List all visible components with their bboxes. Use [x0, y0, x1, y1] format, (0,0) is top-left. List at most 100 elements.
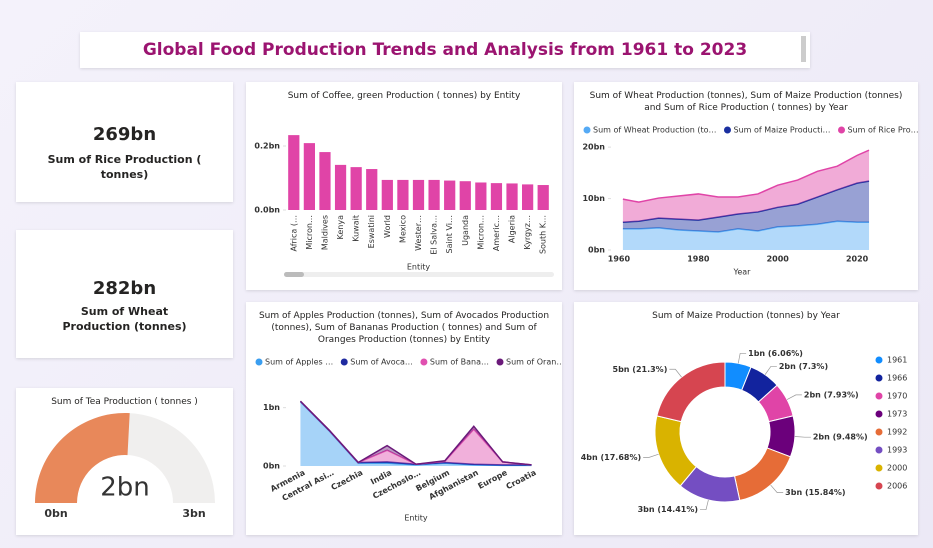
- y-tick-label: 10bn: [582, 194, 605, 203]
- chart-title: Sum of Coffee, green Production ( tonnes…: [287, 91, 521, 101]
- area-line: [299, 400, 532, 466]
- kpi-value: 282bn: [92, 278, 157, 299]
- chart-title: Sum of Apples Production (tonnes), Sum o…: [258, 311, 550, 345]
- bar: [506, 183, 518, 210]
- legend-marker: [875, 374, 883, 382]
- x-axis-title: Year: [733, 268, 752, 277]
- legend-label: Sum of Apples …: [265, 358, 333, 367]
- title-box: Global Food Production Trends and Analys…: [80, 32, 810, 68]
- legend-marker: [875, 482, 883, 490]
- data-label: 3bn (14.41%): [638, 505, 698, 514]
- legend-label: Sum of Maize Producti…: [733, 126, 830, 135]
- x-tick-label: Saint Vi…: [445, 215, 454, 253]
- legend-marker: [875, 392, 883, 400]
- chart-panel: Sum of Apples Production (tonnes), Sum o…: [246, 302, 562, 535]
- bar: [288, 135, 300, 210]
- x-tick-label: Kyrgyz…: [523, 215, 532, 250]
- legend-marker: [420, 358, 428, 366]
- scroll-thumb: [284, 272, 304, 277]
- kpi-label: Sum of Rice Production ( tonnes): [47, 153, 202, 181]
- x-tick-label: Kuwait: [352, 215, 361, 242]
- legend-label: 1970: [887, 392, 907, 401]
- leader-line: [669, 368, 682, 378]
- bar: [303, 143, 315, 210]
- chart-title: Sum of Maize Production (tonnes) by Year: [652, 311, 840, 321]
- gauge-range-label: 0bn: [44, 507, 67, 520]
- kpi-card: 282bn Sum of Wheat Production (tonnes): [16, 230, 233, 358]
- legend-marker: [723, 126, 731, 134]
- legend-label: Sum of Oran…: [506, 358, 562, 367]
- data-label: 2bn (7.93%): [804, 390, 859, 399]
- legend-marker: [875, 356, 883, 364]
- scroll-thumb: [801, 36, 806, 62]
- data-label: 4bn (17.68%): [581, 453, 641, 462]
- x-tick-label: Uganda: [461, 215, 470, 246]
- area-band: [300, 401, 532, 466]
- bar: [319, 152, 331, 210]
- bar: [366, 169, 378, 210]
- bar: [475, 182, 487, 210]
- legend-label: 1992: [887, 428, 907, 437]
- area-line: [622, 149, 870, 203]
- data-label: 1bn (6.06%): [748, 349, 803, 358]
- x-tick-label: 1960: [608, 255, 631, 264]
- legend-marker: [496, 358, 504, 366]
- legend-label: Sum of Bana…: [430, 358, 489, 367]
- y-tick-label: 0bn: [588, 246, 605, 255]
- chart: 2bn 0bn 3bn: [35, 413, 215, 520]
- chart-title: Sum of Tea Production ( tonnes ): [51, 397, 198, 407]
- leader-line: [764, 366, 777, 375]
- bar: [334, 164, 347, 210]
- legend-label: 2000: [887, 464, 907, 473]
- x-tick-label: Maldives: [320, 215, 329, 250]
- dashboard-title: Global Food Production Trends and Analys…: [142, 40, 748, 60]
- x-tick-label: Kenya: [336, 215, 345, 240]
- chart: 1bn (6.06%) 1961 2bn (7.3%) 1966 2bn (7.93%)…: [581, 349, 908, 514]
- bar: [537, 185, 549, 210]
- data-label: 2bn (7.3%): [779, 362, 828, 371]
- x-tick-label: Americ…: [492, 215, 501, 251]
- gauge-value: [35, 413, 130, 503]
- x-tick-label: Wester…: [414, 215, 423, 251]
- legend-label: Sum of Avoca…: [350, 358, 413, 367]
- y-tick-label: 1bn: [263, 403, 280, 412]
- bar: [459, 181, 471, 210]
- x-tick-label: Eswatini: [367, 215, 376, 248]
- bar: [350, 167, 362, 210]
- kpi-label: Sum of Wheat Production (tonnes): [62, 305, 187, 333]
- legend-label: 1961: [887, 356, 907, 365]
- legend-label: 2006: [887, 482, 907, 491]
- x-tick-label: South K…: [539, 215, 548, 254]
- chart: 0bn 10bn 20bn 1960 1980 2000 2020 Year Sum of Wh…: [582, 126, 918, 277]
- bar: [490, 183, 503, 210]
- scrollbar: [284, 272, 554, 277]
- y-tick-label: 0.0bn: [254, 206, 280, 215]
- legend-marker: [583, 126, 591, 134]
- x-tick-label: Algeria: [508, 215, 517, 243]
- x-tick-label: Central Asi…: [281, 468, 336, 503]
- legend-marker: [838, 126, 846, 134]
- leader-line: [643, 453, 659, 458]
- area-band: [622, 150, 870, 223]
- y-tick-label: 0bn: [263, 462, 280, 471]
- x-tick-label: Micron…: [476, 215, 485, 250]
- gauge-value-label: 2bn: [100, 473, 150, 503]
- bar: [397, 179, 409, 210]
- legend-label: Sum of Wheat Production (to…: [593, 126, 716, 135]
- kpi-card: 269bn Sum of Rice Production ( tonnes): [16, 82, 233, 202]
- area-band: [622, 221, 870, 250]
- area-band: [300, 401, 532, 465]
- leader-line: [786, 394, 802, 400]
- leader-line: [770, 484, 784, 493]
- x-tick-label: 1980: [687, 255, 710, 264]
- data-label: 3bn (15.84%): [785, 488, 845, 497]
- kpi-value: 269bn: [92, 124, 157, 145]
- area-band: [622, 181, 870, 232]
- legend-marker: [875, 428, 883, 436]
- bar: [428, 179, 440, 210]
- legend-label: 1993: [887, 446, 907, 455]
- legend-marker: [255, 358, 263, 366]
- x-tick-label: Croatia: [505, 468, 538, 491]
- bar: [412, 179, 425, 210]
